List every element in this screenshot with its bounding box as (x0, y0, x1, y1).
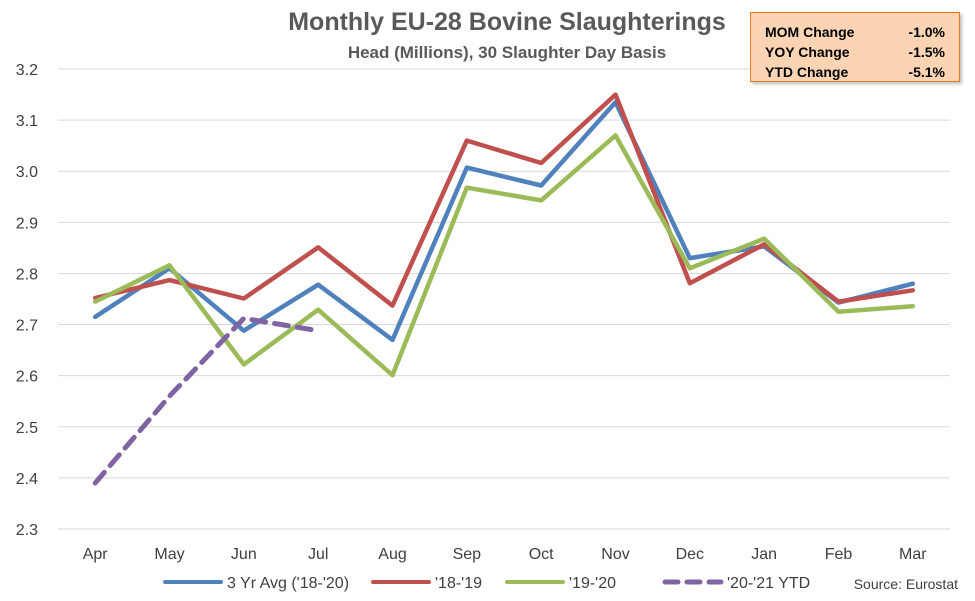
stats-box: MOM Change -1.0% YOY Change -1.5% YTD Ch… (750, 12, 960, 82)
y-tick-label: 2.3 (16, 522, 38, 539)
legend-label: '19-'20 (569, 575, 616, 592)
stat-label: YOY Change (765, 44, 850, 60)
stat-label: MOM Change (765, 24, 855, 40)
stat-row-mom: MOM Change -1.0% (765, 22, 945, 42)
series-line-3 (92, 315, 321, 486)
y-tick-label: 3.1 (16, 113, 38, 130)
x-axis-ticks: Apr May Jun Jul Aug Sep Oct Nov Dec Jan Feb Mar (83, 546, 928, 563)
legend: 3 Yr Avg ('18-'20) '18-'19 '19-'20 '20-'21 … (163, 575, 810, 592)
x-tick-label: Mar (899, 546, 927, 563)
x-tick-label: Aug (378, 546, 406, 563)
stat-value: -5.1% (908, 64, 945, 80)
x-tick-label: Jun (231, 546, 257, 563)
y-tick-label: 2.6 (16, 369, 38, 386)
series-line-2 (92, 133, 916, 378)
stat-value: -1.0% (908, 24, 945, 40)
y-axis-ticks: 2.3 2.4 2.5 2.6 2.7 2.8 2.9 3.0 3.1 3.2 (16, 62, 38, 539)
gridlines (58, 68, 950, 530)
y-tick-label: 3.0 (16, 164, 38, 181)
series-lines (92, 92, 916, 486)
series-line-1 (92, 92, 916, 308)
stat-row-yoy: YOY Change -1.5% (765, 42, 945, 62)
y-tick-label: 3.2 (16, 62, 38, 79)
y-tick-label: 2.4 (16, 471, 38, 488)
x-tick-label: Jan (751, 546, 777, 563)
y-tick-label: 2.5 (16, 420, 38, 437)
legend-label: '20-'21 YTD (727, 575, 810, 592)
x-tick-label: Nov (601, 546, 629, 563)
series-line-0 (92, 99, 916, 343)
x-tick-label: Sep (453, 546, 482, 563)
legend-label: '18-'19 (435, 575, 482, 592)
x-tick-label: Apr (83, 546, 109, 563)
x-tick-label: Dec (676, 546, 704, 563)
x-tick-label: Feb (825, 546, 853, 563)
stat-label: YTD Change (765, 64, 849, 80)
legend-label: 3 Yr Avg ('18-'20) (227, 575, 349, 592)
x-tick-label: May (154, 546, 184, 563)
y-tick-label: 2.9 (16, 215, 38, 232)
chart-title: Monthly EU-28 Bovine Slaughterings (288, 8, 726, 36)
x-tick-label: Oct (529, 546, 554, 563)
y-tick-label: 2.7 (16, 318, 38, 335)
stat-value: -1.5% (908, 44, 945, 60)
chart-subtitle: Head (Millions), 30 Slaughter Day Basis (348, 43, 666, 62)
x-tick-label: Jul (308, 546, 328, 563)
source-note: Source: Eurostat (854, 576, 958, 592)
y-tick-label: 2.8 (16, 266, 38, 283)
stat-row-ytd: YTD Change -5.1% (765, 62, 945, 82)
